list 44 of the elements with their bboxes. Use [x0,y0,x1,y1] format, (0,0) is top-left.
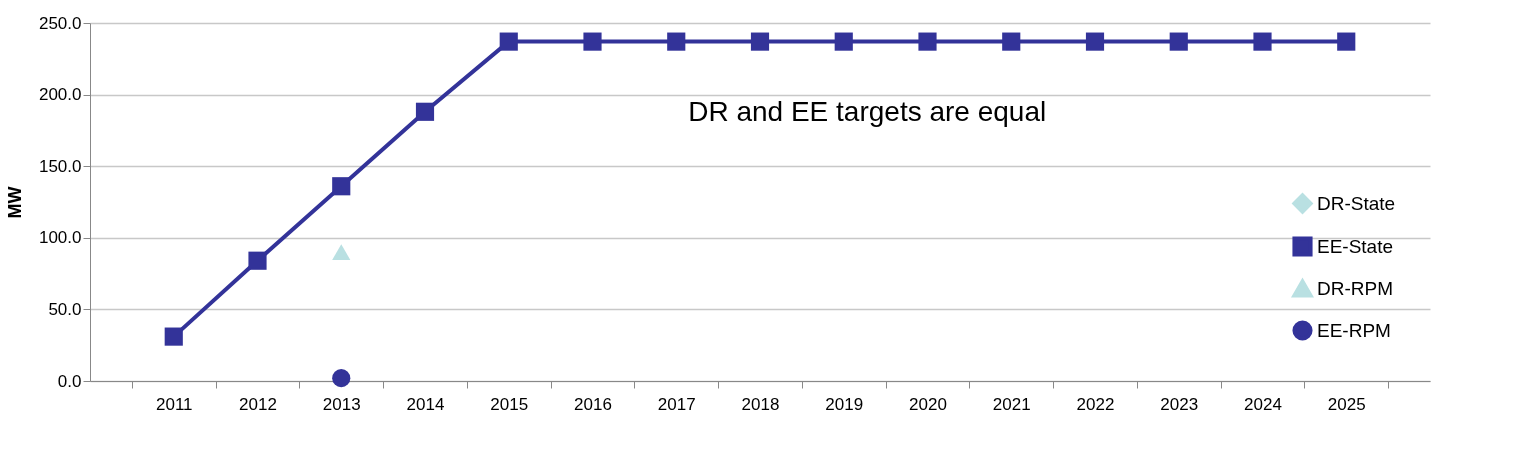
x-tick-label: 2011 [155,394,193,414]
legend-label: EE-State [1317,235,1394,257]
x-tick-label: 2025 [1327,394,1366,414]
y-tick-label: 250.0 [38,13,82,33]
point [248,251,267,270]
x-tick-label: 2014 [406,394,445,414]
x-tick-label: 2024 [1244,394,1282,414]
point [332,369,351,388]
x-tick-label: 2015 [490,394,529,414]
y-tick-label: 150.0 [38,156,82,176]
point [750,32,770,51]
annotation: DR and EE targets are equal [688,95,1047,127]
legend-label: DR-State [1317,192,1396,214]
x-tick-label: 2013 [322,394,361,414]
y-tick-label: 50.0 [48,299,82,319]
legend-label: DR-RPM [1317,277,1393,299]
point [1002,32,1021,51]
point [332,244,351,260]
x-tick-label: 2023 [1160,394,1199,414]
point [834,32,853,51]
point [415,102,435,121]
x-tick-label: 2016 [574,394,612,414]
y-tick-label: 200.0 [38,85,82,105]
x-tick-label: 2017 [657,394,696,414]
legend-label: EE-RPM [1317,319,1391,341]
point [1253,32,1272,51]
x-tick-label: 2022 [1076,394,1115,414]
point [583,32,602,51]
y-axis-title: MW [4,186,25,219]
point [164,327,183,346]
point [1169,32,1188,51]
x-tick-label: 2021 [992,394,1031,414]
point [667,32,686,51]
point [332,177,351,196]
x-tick-label: 2019 [825,394,864,414]
y-tick-label: 0.0 [57,371,82,391]
point [918,32,937,51]
x-tick-label: 2012 [239,394,277,414]
x-tick-label: 2018 [741,394,780,414]
point [1337,32,1356,51]
point [1085,32,1105,51]
x-tick-label: 2020 [909,394,947,414]
point [499,32,518,51]
y-tick-label: 100.0 [38,228,82,248]
